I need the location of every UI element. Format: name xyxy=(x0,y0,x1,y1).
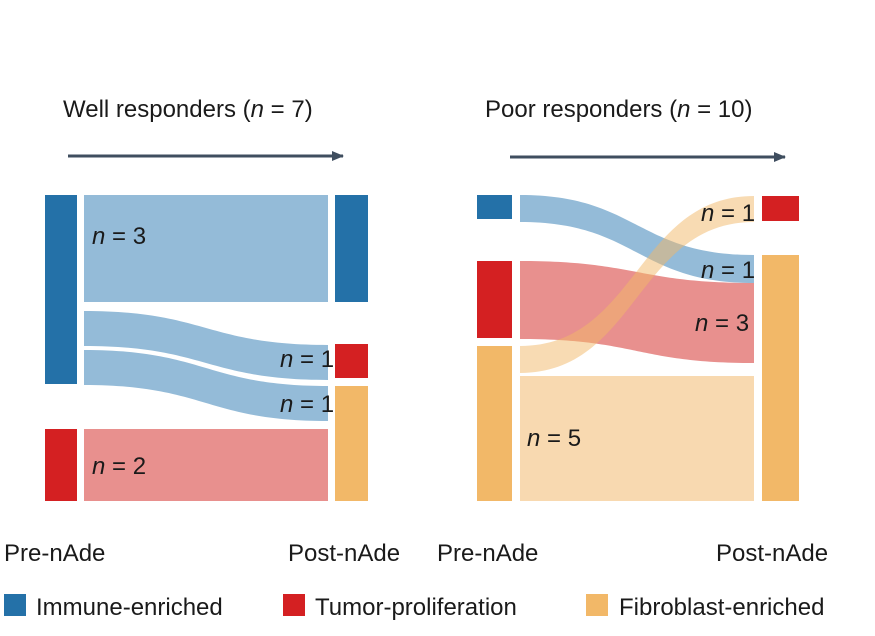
legend-item-tumor: Tumor-proliferation xyxy=(283,594,517,621)
flow-label: n = 5 xyxy=(527,425,581,452)
flow-label: n = 1 xyxy=(280,391,334,418)
pre-label: Pre-nAde xyxy=(4,540,105,567)
panel-poor-responders: Poor responders (n = 10) n = 1 n = 1 n =… xyxy=(437,96,828,567)
flow-immune-to-fibro xyxy=(84,350,328,421)
flow-fibro-to-tumor xyxy=(520,196,754,373)
flow-immune-to-fibro xyxy=(520,195,754,283)
flow-label: n = 3 xyxy=(92,223,146,250)
node-post-immune xyxy=(335,195,368,302)
flow-label: n = 2 xyxy=(92,453,146,480)
legend-swatch xyxy=(283,594,305,616)
legend-label: Fibroblast-enriched xyxy=(619,594,824,621)
legend: Immune-enriched Tumor-proliferation Fibr… xyxy=(4,594,824,621)
flow-label: n = 1 xyxy=(701,257,755,284)
node-pre-fibro xyxy=(477,346,512,501)
node-pre-immune xyxy=(45,195,77,384)
panel-title: Well responders (n = 7) xyxy=(63,96,313,123)
flow-immune-to-immune xyxy=(84,195,328,302)
node-pre-tumor xyxy=(477,261,512,338)
legend-swatch xyxy=(586,594,608,616)
legend-label: Immune-enriched xyxy=(36,594,223,621)
panel-well-responders: Well responders (n = 7) n = 3 n = 1 n = … xyxy=(4,96,400,567)
node-post-fibro xyxy=(762,255,799,501)
pre-label: Pre-nAde xyxy=(437,540,538,567)
node-post-tumor xyxy=(762,196,799,221)
legend-item-fibroblast: Fibroblast-enriched xyxy=(586,594,824,621)
node-pre-tumor xyxy=(45,429,77,501)
flow-immune-to-tumor xyxy=(84,311,328,380)
node-post-fibro xyxy=(335,386,368,501)
legend-item-immune: Immune-enriched xyxy=(4,594,223,621)
flow-tumor-to-fibro xyxy=(84,429,328,501)
legend-label: Tumor-proliferation xyxy=(315,594,517,621)
flow-fibro-to-fibro xyxy=(520,376,754,501)
flow-label: n = 1 xyxy=(701,200,755,227)
panel-title: Poor responders (n = 10) xyxy=(485,96,753,123)
node-post-tumor xyxy=(335,344,368,378)
flow-label: n = 3 xyxy=(695,310,749,337)
post-label: Post-nAde xyxy=(716,540,828,567)
legend-swatch xyxy=(4,594,26,616)
flow-label: n = 1 xyxy=(280,346,334,373)
node-pre-immune xyxy=(477,195,512,219)
post-label: Post-nAde xyxy=(288,540,400,567)
